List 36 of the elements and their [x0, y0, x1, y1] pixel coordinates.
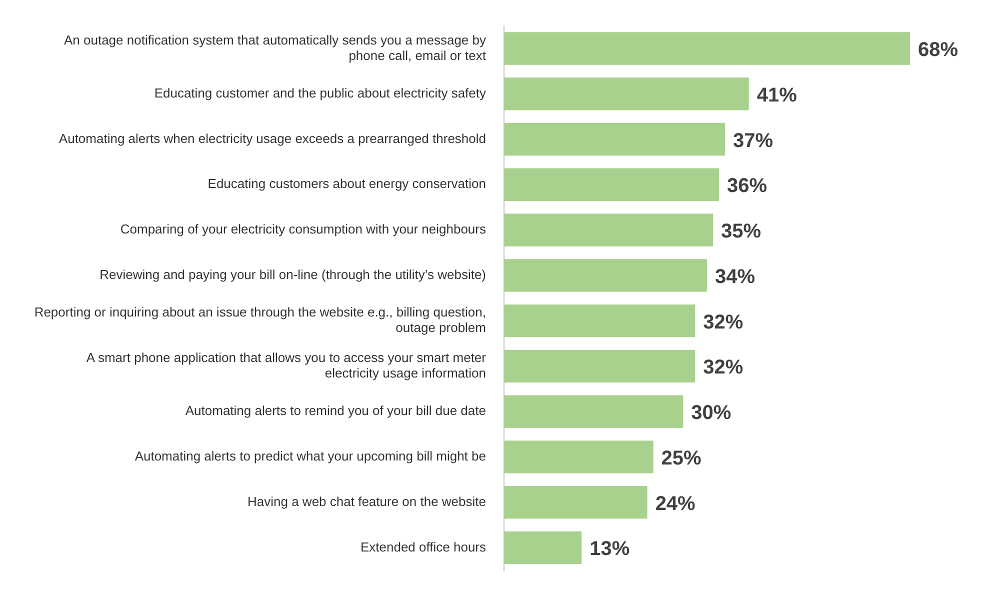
data-label: 35% [721, 220, 762, 243]
y-tick-label: An outage notification system that automatically sends you a message by phone call, email or text [64, 32, 486, 63]
y-tick-label: Automating alerts to remind you of your bill due date [185, 403, 486, 418]
bar [504, 304, 696, 338]
bar [504, 168, 719, 201]
y-tick-label: A smart phone application that allows you to access your smart meter electricity usage information [86, 350, 487, 381]
data-label: 68% [918, 39, 958, 62]
bar [504, 122, 725, 156]
bar [504, 486, 648, 519]
data-label: 13% [590, 538, 630, 560]
data-label: 37% [732, 130, 774, 152]
bar [504, 259, 708, 292]
bar [504, 350, 696, 383]
data-label: 36% [726, 175, 768, 198]
bar [504, 395, 684, 428]
y-tick-label: Having a web chat feature on the website [248, 494, 486, 509]
y-tick-label: Educating customer and the public about electricity safety [154, 85, 486, 100]
y-tick-label: Comparing of your electricity consumption with your neighbours [120, 222, 486, 237]
bar [504, 531, 582, 564]
data-label: 25% [661, 447, 702, 470]
data-label: 32% [703, 356, 744, 379]
bar [504, 214, 713, 246]
y-tick-label: Extended office hours [360, 539, 486, 554]
y-tick-label: Automating alerts to predict what your upcoming bill might be [134, 448, 486, 464]
y-tick-label: Educating customers about energy conservation [208, 176, 486, 192]
bar [504, 78, 749, 110]
bar [504, 32, 910, 65]
data-label: 30% [691, 402, 732, 424]
y-tick-label: Automating alerts when electricity usage exceeds a prearranged threshold [58, 130, 486, 146]
y-tick-label: Reviewing and paying your bill on-line (through the utility’s website) [100, 266, 486, 282]
data-label: 34% [715, 266, 756, 288]
y-tick-label: Reporting or inquiring about an issue through the website e.g., billing question, outage problem [34, 304, 486, 336]
data-label: 41% [756, 84, 798, 106]
data-label: 24% [655, 492, 696, 515]
bar [504, 440, 654, 474]
data-label: 32% [703, 311, 744, 334]
